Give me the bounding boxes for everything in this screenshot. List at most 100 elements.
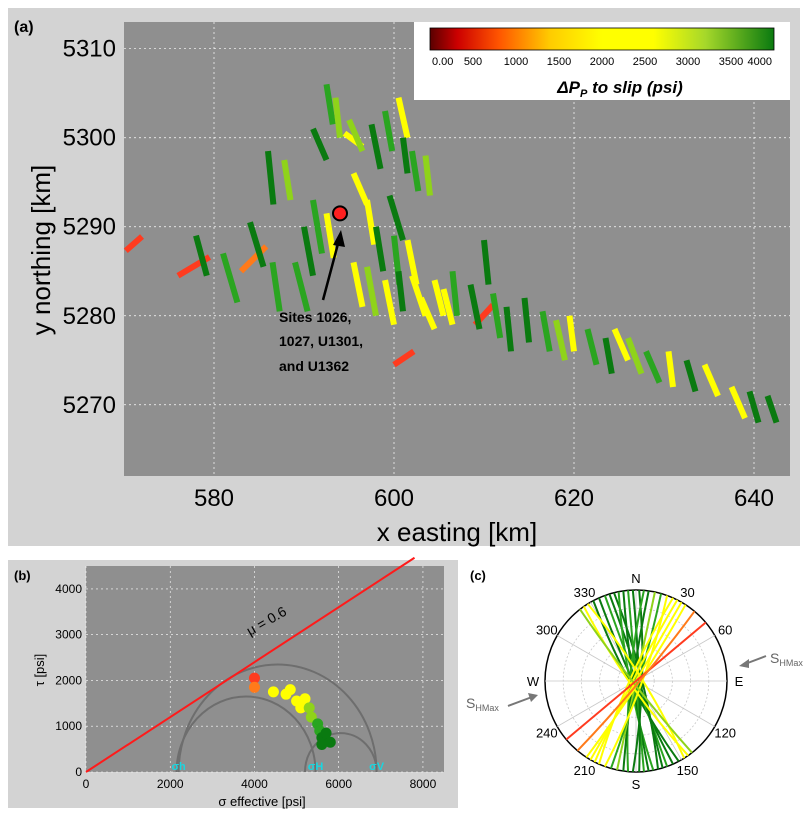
colorbar-title-sub: P bbox=[580, 88, 588, 100]
panel-b-mohr-circles bbox=[175, 663, 378, 773]
stress-point bbox=[303, 702, 315, 714]
fault-segment bbox=[602, 337, 615, 375]
fault-segment bbox=[382, 110, 396, 152]
stress-point bbox=[248, 681, 260, 693]
sigma-H-label: σH bbox=[308, 761, 324, 773]
fault-segment bbox=[323, 83, 336, 125]
b-x-tick-label: 0 bbox=[83, 777, 90, 791]
fault-segment bbox=[323, 212, 337, 259]
fault-segment bbox=[350, 172, 370, 206]
colorbar-tick-label: 4000 bbox=[748, 56, 772, 68]
fault-segment bbox=[373, 226, 387, 272]
sigma-V-label: σV bbox=[369, 761, 385, 773]
rose-angle-label: 120 bbox=[714, 726, 736, 741]
stress-point bbox=[295, 702, 307, 714]
rose-angle-label: 240 bbox=[536, 726, 558, 741]
stress-point bbox=[299, 693, 311, 705]
mohr-circle bbox=[177, 663, 378, 773]
rose-angle-label: 210 bbox=[574, 763, 596, 778]
fault-segment bbox=[392, 348, 416, 368]
b-x-tick-label: 6000 bbox=[325, 777, 352, 791]
fault-segment bbox=[220, 252, 241, 304]
b-y-tick-label: 0 bbox=[75, 765, 82, 779]
fault-segment bbox=[395, 97, 411, 139]
site-arrow bbox=[321, 239, 341, 301]
fault-segment bbox=[566, 315, 577, 352]
x-tick-label: 640 bbox=[734, 485, 774, 512]
colorbar: 0.00 500 1000 1500 2000 2500 3000 3500 4000 ΔPP … bbox=[414, 22, 790, 100]
panel-a-tick-labels: 580 600 620 640 5270 5280 5290 5300 5310 bbox=[63, 36, 774, 512]
fault-segment bbox=[728, 385, 748, 420]
fault-segment bbox=[292, 261, 311, 313]
y-tick-label: 5310 bbox=[63, 36, 116, 63]
panel-c-rose: N 30 60 E 120 150 S 210 240 W 300 330 bbox=[527, 571, 744, 792]
fault-segment bbox=[521, 297, 532, 343]
fault-segment bbox=[440, 288, 456, 326]
shmax-left-sub: HMax bbox=[475, 703, 499, 713]
stress-point bbox=[248, 672, 260, 684]
panel-b-points bbox=[248, 672, 336, 751]
fault-segment bbox=[481, 239, 492, 285]
fault-segment bbox=[503, 306, 514, 352]
fault-segment bbox=[346, 118, 366, 153]
rose-spoke bbox=[556, 680, 637, 727]
fault-segment bbox=[395, 270, 406, 312]
fault-segment bbox=[193, 234, 210, 277]
fault-segment bbox=[490, 293, 504, 339]
panel-b-grid bbox=[85, 566, 444, 773]
fault-segment bbox=[364, 199, 378, 246]
fault-segment bbox=[265, 150, 277, 205]
fault-segment bbox=[683, 359, 699, 393]
fault-segment bbox=[449, 270, 460, 317]
b-x-tick-label: 2000 bbox=[157, 777, 184, 791]
colorbar-tick-label: 3500 bbox=[719, 56, 743, 68]
stress-point bbox=[267, 686, 279, 698]
colorbar-tick-label: 2500 bbox=[633, 56, 657, 68]
panel-b-plot-area bbox=[86, 566, 444, 772]
site-annotation: Sites 1026, 1027, U1301, and U1362 bbox=[279, 205, 363, 374]
rose-spoke bbox=[635, 680, 716, 727]
y-tick-label: 5270 bbox=[63, 392, 116, 419]
fault-segment bbox=[364, 266, 379, 317]
rose-angle-label: W bbox=[527, 674, 540, 689]
shmax-left-arrow-line bbox=[507, 696, 533, 707]
x-tick-label: 580 bbox=[194, 485, 234, 512]
fault-segment bbox=[386, 194, 406, 241]
rose-angle-label: 300 bbox=[536, 623, 558, 638]
shmax-right-arrow: SHMax bbox=[739, 650, 803, 668]
fault-segment bbox=[539, 310, 553, 352]
fault-segment bbox=[553, 319, 568, 361]
panel-a-xlabel: x easting [km] bbox=[377, 517, 537, 547]
friction-line bbox=[85, 556, 416, 773]
colorbar-title: ΔPP to slip (psi) bbox=[556, 78, 683, 100]
site-label-line-2: 1027, U1301, bbox=[279, 333, 363, 349]
shmax-right-arrowhead bbox=[739, 659, 749, 668]
site-marker bbox=[332, 205, 348, 222]
sigma-h-label: σh bbox=[172, 761, 187, 773]
y-tick-label: 5280 bbox=[63, 303, 116, 330]
b-y-tick-label: 2000 bbox=[55, 673, 82, 687]
b-y-tick-label: 3000 bbox=[55, 628, 82, 642]
fault-segment bbox=[123, 234, 144, 254]
fault-segment bbox=[310, 199, 325, 254]
colorbar-title-tail: to slip (psi) bbox=[587, 78, 683, 97]
colorbar-tick-label: 1500 bbox=[547, 56, 571, 68]
rose-angle-label: 330 bbox=[574, 585, 596, 600]
strike-line bbox=[576, 610, 696, 752]
y-tick-label: 5300 bbox=[63, 125, 116, 152]
fault-segment bbox=[238, 244, 269, 274]
fault-segment bbox=[332, 97, 343, 139]
panel-a-fault-segments bbox=[123, 83, 780, 424]
fault-segment bbox=[350, 261, 366, 308]
site-arrowhead bbox=[333, 230, 345, 247]
rose-angle-label: 60 bbox=[718, 623, 732, 638]
b-y-tick-label: 1000 bbox=[55, 719, 82, 733]
panel-b-tick-labels: 0 2000 4000 6000 8000 0 1000 2000 3000 4000 bbox=[55, 582, 436, 791]
fault-segment bbox=[310, 127, 330, 162]
strike-line bbox=[593, 599, 679, 763]
colorbar-ticks: 0.00 500 1000 1500 2000 2500 3000 3500 4000 bbox=[432, 56, 772, 68]
svg-text:SHMax: SHMax bbox=[770, 650, 803, 668]
b-x-tick-label: 4000 bbox=[241, 777, 268, 791]
fault-segment bbox=[764, 394, 780, 424]
panel-c-label: (c) bbox=[470, 568, 486, 583]
